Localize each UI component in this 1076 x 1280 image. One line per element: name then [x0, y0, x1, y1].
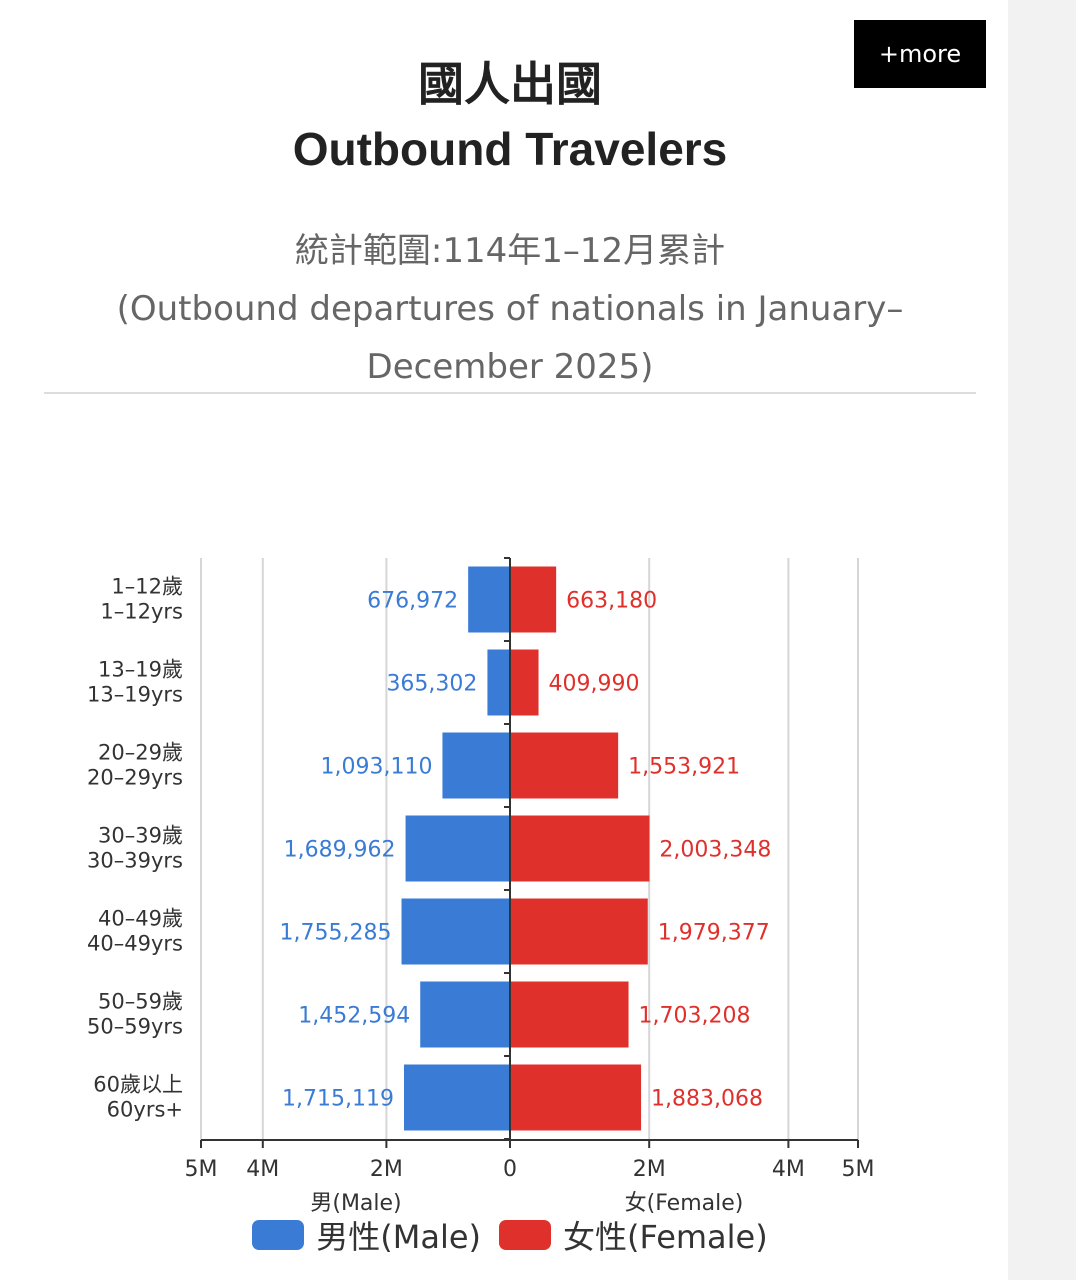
category-label-en: 50–59yrs: [87, 1015, 183, 1039]
category-label-en: 1–12yrs: [100, 600, 183, 624]
x-tick-label: 5M: [842, 1157, 875, 1182]
data-label-female: 2,003,348: [659, 838, 771, 863]
data-label-female: 663,180: [566, 589, 657, 614]
x-tick-label: 0: [503, 1157, 517, 1182]
category-label-en: 30–39yrs: [87, 849, 183, 873]
data-label-female: 409,990: [549, 672, 640, 697]
bar-male: [420, 981, 510, 1048]
data-label-male: 1,093,110: [320, 755, 432, 780]
bar-male: [487, 649, 510, 716]
category-label-zh: 60歲以上: [93, 1073, 183, 1097]
subtitle-en: (Outbound departures of nationals in Jan…: [116, 289, 904, 387]
data-label-male: 365,302: [386, 672, 477, 697]
legend-swatch-female: [499, 1220, 552, 1250]
x-tick-label: 2M: [633, 1157, 666, 1182]
subtitle-zh: 統計範圍:114年1–12月累計: [294, 231, 726, 271]
subtitle: 統計範圍:114年1–12月累計 (Outbound departures of…: [60, 222, 960, 396]
bar-male: [405, 815, 510, 882]
legend-swatch-male: [252, 1220, 305, 1250]
bar-male: [404, 1064, 510, 1131]
more-button[interactable]: +more: [854, 20, 986, 88]
category-label-zh: 13–19歲: [98, 658, 183, 682]
x-tick-label: 4M: [246, 1157, 279, 1182]
bar-female: [510, 566, 557, 633]
data-label-female: 1,703,208: [639, 1004, 751, 1029]
side-strip: [1008, 0, 1076, 1280]
data-label-female: 1,979,377: [658, 921, 770, 946]
data-label-female: 1,883,068: [651, 1087, 763, 1112]
title-zh: 國人出國: [418, 57, 602, 111]
category-label-en: 20–29yrs: [87, 766, 183, 790]
divider: [44, 392, 976, 394]
bar-male: [442, 732, 510, 799]
x-tick-label: 5M: [185, 1157, 218, 1182]
bar-female: [510, 1064, 642, 1131]
category-label-en: 60yrs+: [107, 1098, 183, 1122]
category-label-zh: 30–39歲: [98, 824, 183, 848]
bar-female: [510, 649, 539, 716]
x-tick-label: 2M: [370, 1157, 403, 1182]
bar-male: [468, 566, 510, 633]
category-label-zh: 40–49歲: [98, 907, 183, 931]
bar-female: [510, 732, 619, 799]
legend-item-male[interactable]: 男性(Male): [252, 1212, 481, 1258]
category-label-zh: 1–12歲: [111, 575, 183, 599]
x-axis-label-male: 男(Male): [310, 1191, 401, 1216]
bar-female: [510, 981, 629, 1048]
data-label-female: 1,553,921: [628, 755, 740, 780]
category-label-zh: 20–29歲: [98, 741, 183, 765]
bar-female: [510, 815, 650, 882]
data-label-male: 1,452,594: [298, 1004, 410, 1029]
category-label-zh: 50–59歲: [98, 990, 183, 1014]
legend-item-female[interactable]: 女性(Female): [499, 1212, 768, 1258]
x-axis-label-female: 女(Female): [625, 1191, 744, 1216]
data-label-male: 1,689,962: [284, 838, 396, 863]
data-label-male: 1,755,285: [280, 921, 392, 946]
legend-label-male: 男性(Male): [316, 1218, 482, 1256]
data-label-male: 676,972: [367, 589, 458, 614]
x-tick-label: 4M: [772, 1157, 805, 1182]
legend-label-female: 女性(Female): [563, 1218, 768, 1256]
data-label-male: 1,715,119: [282, 1087, 394, 1112]
category-label-en: 13–19yrs: [87, 683, 183, 707]
bar-male: [401, 898, 510, 965]
title-en: Outbound Travelers: [292, 123, 728, 175]
category-label-en: 40–49yrs: [87, 932, 183, 956]
legend: 男性(Male) 女性(Female): [0, 1212, 1020, 1258]
bar-female: [510, 898, 648, 965]
